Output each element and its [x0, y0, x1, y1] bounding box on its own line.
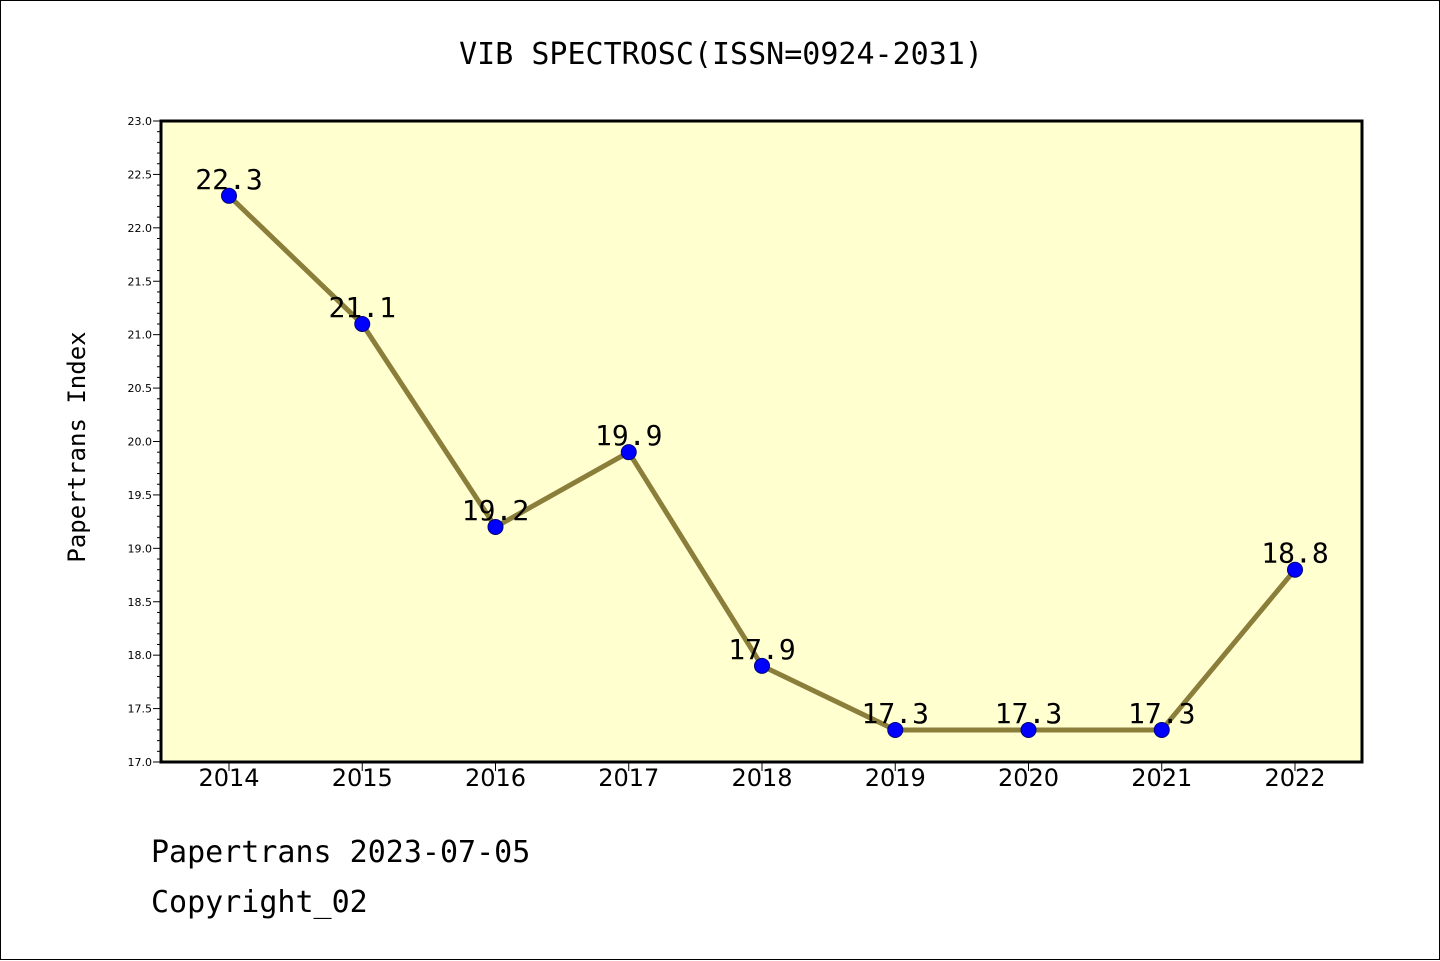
data-label: 22.3: [195, 163, 262, 196]
x-tick-label: 2022: [1264, 764, 1325, 792]
footer-date: Papertrans 2023-07-05: [151, 835, 531, 870]
chart-title: VIB SPECTROSC(ISSN=0924-2031): [459, 37, 983, 72]
x-tick-label: 2018: [731, 764, 792, 792]
x-tick-label: 2016: [465, 764, 526, 792]
y-tick-label: 19.5: [128, 489, 153, 502]
data-label: 17.3: [1128, 697, 1195, 730]
data-label: 19.2: [462, 494, 529, 527]
footer-copyright: Copyright_02: [151, 885, 368, 920]
plot-area: [161, 121, 1362, 762]
y-tick-label: 21.5: [128, 275, 153, 288]
y-tick-label: 17.5: [128, 703, 153, 716]
y-tick-label: 20.5: [128, 382, 153, 395]
data-point: [221, 187, 237, 204]
data-point: [1153, 721, 1170, 738]
data-point: [1287, 561, 1303, 578]
data-point: [487, 518, 504, 535]
data-point: [354, 315, 371, 332]
plot-frame: [159, 119, 1364, 764]
data-point: [754, 657, 770, 674]
y-tick-label: 23.0: [128, 115, 153, 128]
y-tick-label: 22.5: [128, 168, 153, 181]
y-tick-label: 22.0: [128, 222, 153, 235]
data-point: [887, 721, 904, 738]
data-label: 17.3: [862, 697, 929, 730]
data-point: [1020, 721, 1037, 738]
y-tick-label: 18.5: [128, 596, 153, 609]
x-tick-label: 2014: [198, 764, 259, 792]
y-tick-label: 18.0: [128, 649, 153, 662]
y-tick-label: 21.0: [128, 329, 153, 342]
data-label: 17.9: [728, 633, 795, 666]
x-tick-label: 2019: [865, 764, 926, 792]
data-label: 19.9: [595, 419, 662, 452]
y-tick-label: 20.0: [128, 436, 153, 449]
x-tick-label: 2015: [332, 764, 393, 792]
x-tick-label: 2017: [598, 764, 659, 792]
data-label: 17.3: [995, 697, 1062, 730]
data-label: 18.8: [1261, 537, 1328, 570]
y-tick-label: 19.0: [128, 542, 153, 555]
data-label: 21.1: [329, 291, 396, 324]
data-point: [620, 444, 637, 461]
y-tick-label: 17.0: [128, 756, 153, 769]
x-tick-label: 2020: [998, 764, 1059, 792]
x-tick-label: 2021: [1131, 764, 1192, 792]
